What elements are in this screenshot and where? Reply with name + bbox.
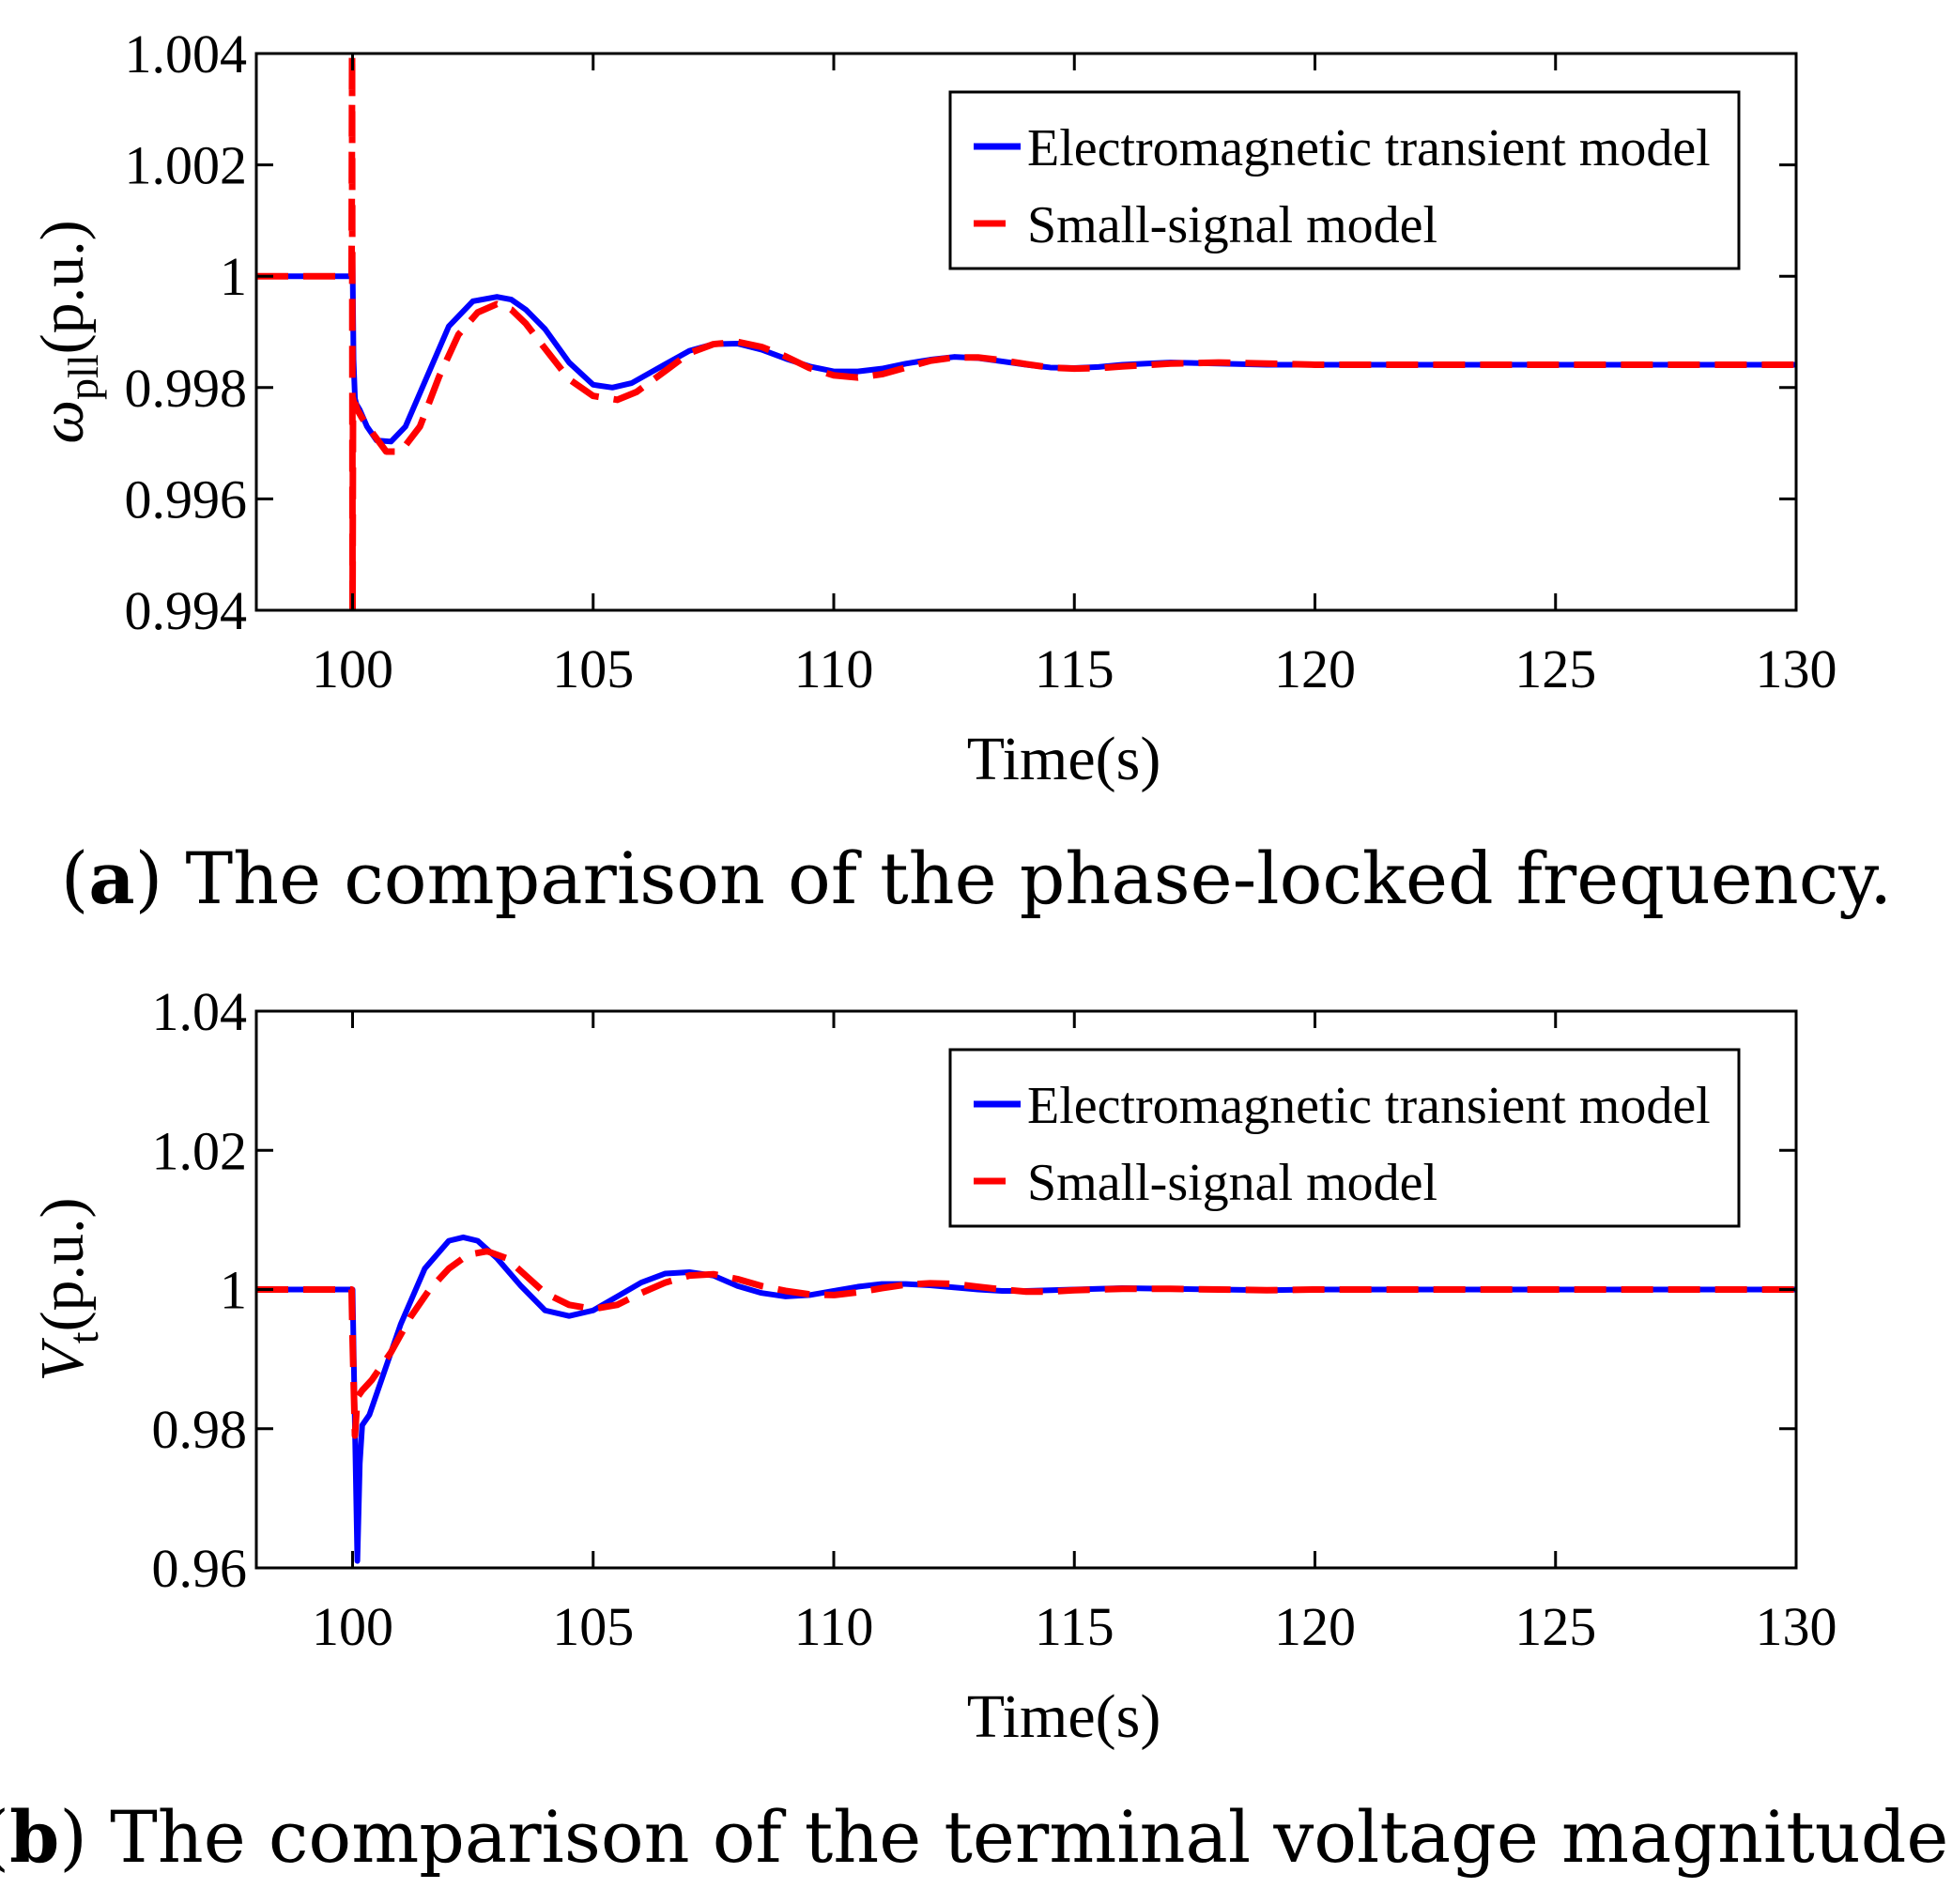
- y-tick-label: 1: [220, 246, 247, 307]
- legend: Electromagnetic transient model Small-sig…: [948, 1048, 1741, 1228]
- x-tick-label: 110: [794, 1596, 874, 1657]
- x-tick-label: 100: [312, 638, 393, 699]
- y-tick-label: 1.002: [125, 135, 248, 196]
- panel-a: 100 105 110 115 120 125 130 0.994 0.996 0.998 1 1.0…: [28, 23, 1892, 920]
- y-tick-label: 0.994: [125, 580, 248, 641]
- legend-label: Electromagnetic transient model: [1027, 1077, 1711, 1135]
- x-tick-label: 105: [552, 638, 634, 699]
- x-tick-label: 120: [1274, 638, 1356, 699]
- panel-caption: (a) The comparison of the phase-locked f…: [61, 837, 1893, 920]
- y-tick-label: 0.98: [152, 1399, 248, 1460]
- axes-box: [254, 52, 1798, 612]
- caption-label: b: [9, 1795, 59, 1879]
- y-tick-label: 1.04: [152, 981, 248, 1042]
- panel-b: 100 105 110 115 120 125 130 0.96 0.98 1 1.02 1.04 Ti…: [0, 981, 1952, 1879]
- caption-label: a: [88, 837, 134, 920]
- y-axis-title: Vt(p.u.): [28, 1197, 107, 1381]
- y-axis-subscript: t: [59, 1331, 107, 1344]
- series-emt-line: [256, 256, 1796, 445]
- x-tick-label: 125: [1514, 1596, 1596, 1657]
- legend-box: [948, 90, 1741, 270]
- x-tick-label: 130: [1756, 1596, 1837, 1657]
- x-tick-label: 120: [1274, 1596, 1356, 1657]
- caption-text: The comparison of the phase-locked frequ…: [185, 837, 1892, 920]
- y-axis-symbol: V: [28, 1338, 97, 1382]
- series-emt-line: [256, 1234, 1796, 1564]
- caption-paren-close: ): [59, 1795, 110, 1879]
- x-tick-label: 115: [1035, 638, 1114, 699]
- y-tick-label: 1.004: [125, 23, 248, 84]
- legend-label: Small-signal model: [1027, 1154, 1437, 1212]
- caption-paren-open: (: [61, 837, 89, 920]
- caption-paren-close: ): [135, 837, 186, 920]
- y-axis-unit: (p.u.): [28, 220, 97, 354]
- x-axis-title: Time(s): [967, 1682, 1161, 1751]
- y-tick-label: 1: [220, 1260, 247, 1321]
- y-axis-unit: (p.u.): [28, 1197, 97, 1331]
- caption-paren-open: (: [0, 1795, 9, 1879]
- x-tick-label: 130: [1756, 638, 1837, 699]
- series-small-signal-line: [256, 1248, 1796, 1439]
- x-axis-title: Time(s): [967, 725, 1161, 793]
- panel-caption: (b) The comparison of the terminal volta…: [0, 1795, 1952, 1879]
- legend-label: Electromagnetic transient model: [1027, 119, 1711, 177]
- plot-area: [256, 54, 1796, 610]
- plot-area: [256, 1234, 1796, 1564]
- y-tick-label: 1.02: [152, 1120, 248, 1181]
- legend-box: [948, 1048, 1741, 1228]
- x-tick-label: 110: [794, 638, 874, 699]
- legend: Electromagnetic transient model Small-sig…: [948, 90, 1741, 270]
- y-axis-subscript: pll: [59, 354, 107, 400]
- y-tick-label: 0.996: [125, 468, 248, 530]
- y-axis-title: ωpll(p.u.): [28, 220, 107, 443]
- x-tick-label: 115: [1035, 1596, 1114, 1657]
- x-tick-label: 125: [1514, 638, 1596, 699]
- y-tick-label: 0.998: [125, 358, 248, 419]
- y-tick-label: 0.96: [152, 1538, 248, 1599]
- caption-text: The comparison of the terminal voltage m…: [110, 1795, 1952, 1879]
- x-tick-label: 100: [312, 1596, 393, 1657]
- y-axis-symbol: ω: [28, 400, 97, 444]
- legend-label: Small-signal model: [1027, 196, 1437, 254]
- x-tick-label: 105: [552, 1596, 634, 1657]
- series-small-signal-line: [256, 54, 1796, 610]
